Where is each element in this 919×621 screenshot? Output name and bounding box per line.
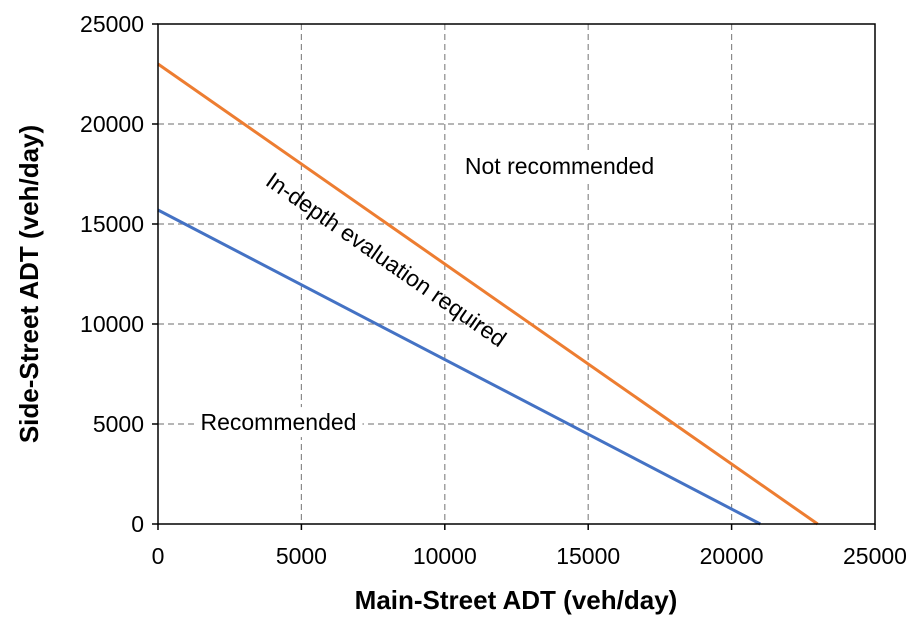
y-tick-label: 10000 bbox=[80, 311, 144, 337]
x-tick-label: 10000 bbox=[413, 543, 477, 569]
plot-area-border bbox=[157, 23, 876, 525]
series-line-1 bbox=[157, 208, 761, 526]
y-tick-label: 20000 bbox=[80, 111, 144, 137]
y-tick-label: 0 bbox=[131, 511, 144, 537]
tick-marks bbox=[152, 23, 876, 530]
y-tick-label: 15000 bbox=[80, 211, 144, 237]
x-tick-label: 25000 bbox=[843, 543, 907, 569]
x-tick-label: 20000 bbox=[700, 543, 764, 569]
series-lines bbox=[157, 62, 819, 526]
x-axis-title: Main-Street ADT (veh/day) bbox=[355, 585, 678, 615]
y-tick-label: 25000 bbox=[80, 11, 144, 37]
x-tick-label: 0 bbox=[152, 543, 165, 569]
series-line-2 bbox=[157, 62, 819, 526]
x-axis-tick-labels: 0 5000 10000 15000 20000 25000 bbox=[152, 543, 907, 569]
y-axis-title: Side-Street ADT (veh/day) bbox=[14, 125, 44, 443]
annotation-recommended: Recommended bbox=[200, 409, 356, 435]
x-tick-label: 15000 bbox=[556, 543, 620, 569]
grid-lines bbox=[158, 24, 875, 524]
y-tick-label: 5000 bbox=[93, 411, 144, 437]
annotation-background bbox=[194, 407, 363, 438]
annotation-not-recommended: Not recommended bbox=[465, 153, 654, 179]
x-tick-label: 5000 bbox=[276, 543, 327, 569]
annotation-background bbox=[458, 151, 661, 182]
y-axis-tick-labels: 0 5000 10000 15000 20000 25000 bbox=[80, 11, 144, 537]
